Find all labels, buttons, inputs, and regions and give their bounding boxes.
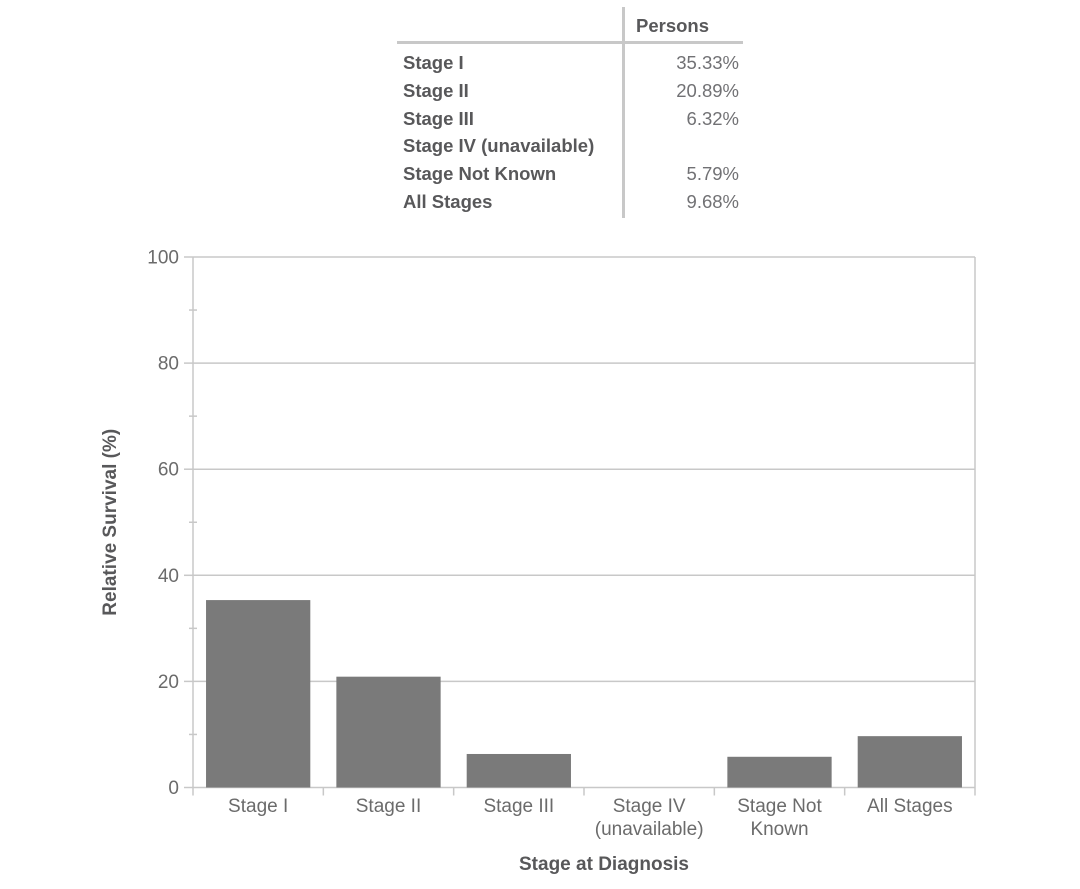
x-tick-label: Stage Not [737,796,822,817]
y-tick-label: 80 [158,354,179,375]
x-tick-label: Stage III [483,796,554,817]
x-tick-label: (unavailable) [595,819,704,840]
x-axis-title: Stage at Diagnosis [519,854,689,875]
bar-5 [857,736,962,788]
row-label: Stage IV (unavailable) [403,135,595,157]
row-value: 5.79% [686,163,739,185]
row-label: Stage Not Known [403,163,557,185]
table-row: All Stages 9.68% [397,188,743,216]
table-header-rule [397,41,743,44]
y-axis-title: Relative Survival (%) [100,429,121,616]
x-tick-label: Stage I [228,796,288,817]
table-row: Stage I 35.33% [397,49,743,77]
table-header-persons: Persons [636,15,710,36]
row-value: 20.89% [676,79,739,101]
y-tick-label: 40 [158,566,179,587]
table-body: Stage I 35.33% Stage II 20.89% Stage III… [397,44,743,216]
x-tick-label: Known [750,819,808,840]
x-tick-label: Stage IV [613,796,686,817]
y-tick-label: 0 [168,778,179,799]
row-value: 6.32% [686,107,739,129]
table-row: Stage Not Known 5.79% [397,160,743,188]
table-header-row: Persons [397,7,743,41]
y-tick-label: 60 [158,460,179,481]
bar-1 [336,676,441,788]
y-tick-label: 100 [147,248,179,269]
bar-0 [206,600,311,788]
row-label: All Stages [403,190,493,212]
table-row: Stage II 20.89% [397,77,743,105]
bar-2 [466,753,571,788]
row-value: 35.33% [676,52,739,73]
row-label: Stage III [403,107,474,129]
survival-summary-table: Persons Stage I 35.33% Stage II 20.89% S… [397,7,743,218]
table-column-divider [622,7,625,218]
row-value: 9.68% [686,190,739,212]
row-label: Stage I [403,52,464,73]
x-tick-label: Stage II [356,796,422,817]
table-row: Stage III 6.32% [397,105,743,133]
row-label: Stage II [403,79,469,101]
bar-4 [727,756,832,788]
y-tick-label: 20 [158,672,179,693]
x-tick-label: All Stages [867,796,953,817]
table-row: Stage IV (unavailable) [397,132,743,160]
